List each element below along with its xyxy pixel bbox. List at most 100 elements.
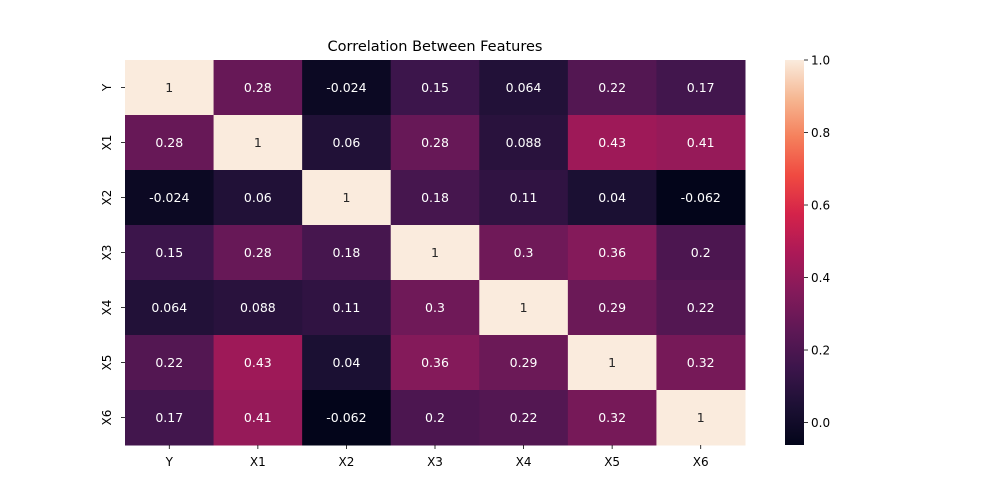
heatmap-cell [479, 280, 569, 336]
x-tick-label: X4 [516, 455, 532, 469]
cell-value-label: 0.18 [421, 190, 449, 205]
x-tick-label: X1 [250, 455, 266, 469]
heatmap-cell [390, 390, 480, 446]
colorbar-tick-label: 0.2 [811, 344, 830, 358]
heatmap-cell [213, 280, 303, 336]
x-tick-label: Y [165, 455, 174, 469]
heatmap-cell [567, 115, 657, 171]
x-tick-label: X2 [338, 455, 354, 469]
cell-value-label: 0.06 [244, 190, 272, 205]
x-tick-label: X6 [693, 455, 709, 469]
cell-value-label: 0.22 [510, 410, 538, 425]
colorbar-tick-label: 0.0 [811, 416, 830, 430]
cell-value-label: 0.06 [333, 135, 361, 150]
heatmap-cell [567, 60, 657, 116]
cell-value-label: 0.36 [598, 245, 626, 260]
cell-value-label: 0.04 [333, 355, 361, 370]
heatmap-cell [213, 115, 303, 171]
colorbar-gradient [785, 60, 804, 445]
y-axis: Y X1 X2 X3 X4 X5 X6 [100, 83, 125, 425]
cell-value-label: 0.29 [598, 300, 626, 315]
heatmap-cell [479, 60, 569, 116]
heatmap-cell [479, 335, 569, 391]
cell-value-label: 1 [520, 300, 528, 315]
heatmap-cell [656, 60, 746, 116]
heatmap-cell [656, 225, 746, 281]
cell-value-label: 0.3 [514, 245, 534, 260]
colorbar-tick-label: 0.8 [811, 126, 830, 140]
cell-value-label: 0.22 [155, 355, 183, 370]
cell-value-label: 0.17 [155, 410, 183, 425]
heatmap-cell [567, 335, 657, 391]
heatmap-cell [567, 225, 657, 281]
cell-value-label: 0.43 [244, 355, 272, 370]
cell-value-label: 1 [431, 245, 439, 260]
x-tick-label: X3 [427, 455, 443, 469]
y-tick-label: X2 [100, 190, 114, 206]
cell-value-label: 0.17 [687, 80, 715, 95]
cell-value-label: 0.22 [598, 80, 626, 95]
cell-value-label: 0.32 [598, 410, 626, 425]
heatmap-cell [125, 390, 215, 446]
heatmap-cell [302, 390, 392, 446]
cell-value-label: 0.43 [598, 135, 626, 150]
heatmap-cell [390, 170, 480, 226]
y-tick-label: X5 [100, 355, 114, 371]
colorbar-tick-label: 0.6 [811, 199, 830, 213]
cell-value-label: 0.28 [155, 135, 183, 150]
cell-value-label: 0.41 [687, 135, 715, 150]
heatmap-cell [125, 170, 215, 226]
y-tick-label: X1 [100, 135, 114, 151]
heatmap-cell [567, 280, 657, 336]
cell-value-label: 0.28 [421, 135, 449, 150]
cell-value-label: 0.064 [506, 80, 542, 95]
cell-value-label: 0.28 [244, 80, 272, 95]
heatmap-cell [125, 335, 215, 391]
heatmap-cell [390, 60, 480, 116]
cell-value-label: 0.088 [240, 300, 276, 315]
heatmap-cell [567, 390, 657, 446]
cell-value-label: 0.15 [421, 80, 449, 95]
cell-value-label: -0.024 [326, 80, 366, 95]
cell-value-label: 0.28 [244, 245, 272, 260]
cell-value-label: 0.22 [687, 300, 715, 315]
heatmap-cell [125, 60, 215, 116]
y-tick-label: X4 [100, 300, 114, 316]
heatmap-cell [213, 60, 303, 116]
heatmap-cell [656, 280, 746, 336]
heatmap-cell [125, 225, 215, 281]
cell-value-label: 0.36 [421, 355, 449, 370]
cell-value-label: 0.11 [333, 300, 361, 315]
heatmap-cell [125, 280, 215, 336]
heatmap-cell [656, 170, 746, 226]
cell-value-label: 0.2 [691, 245, 711, 260]
heatmap-cell [479, 225, 569, 281]
colorbar: 0.0 0.2 0.4 0.6 0.8 1.0 [785, 54, 830, 445]
chart-title: Correlation Between Features [328, 39, 543, 55]
cell-value-label: 0.088 [506, 135, 542, 150]
heatmap-cell [390, 115, 480, 171]
heatmap-cell [213, 390, 303, 446]
heatmap-cell [479, 390, 569, 446]
heatmap-cell [390, 280, 480, 336]
heatmap-cell [656, 335, 746, 391]
heatmap-cell [302, 60, 392, 116]
heatmap-cell [567, 170, 657, 226]
cell-value-label: 1 [342, 190, 350, 205]
cell-value-label: 0.04 [598, 190, 626, 205]
heatmap-cell [479, 115, 569, 171]
y-tick-label: Y [100, 83, 114, 92]
cell-value-label: 0.15 [155, 245, 183, 260]
cell-value-label: 0.3 [425, 300, 445, 315]
x-axis: Y X1 X2 X3 X4 X5 X6 [165, 445, 709, 469]
heatmap-cells: 1 0.28 -0.024 0.15 0.064 0.22 0.17 0.28 1 0.06 0.2… [125, 60, 746, 446]
heatmap-cell [125, 115, 215, 171]
heatmap-cell [213, 335, 303, 391]
colorbar-tick-label: 1.0 [811, 54, 830, 68]
cell-value-label: 0.41 [244, 410, 272, 425]
cell-value-label: 0.11 [510, 190, 538, 205]
cell-value-label: -0.062 [326, 410, 366, 425]
heatmap-cell [302, 170, 392, 226]
heatmap-cell [302, 225, 392, 281]
